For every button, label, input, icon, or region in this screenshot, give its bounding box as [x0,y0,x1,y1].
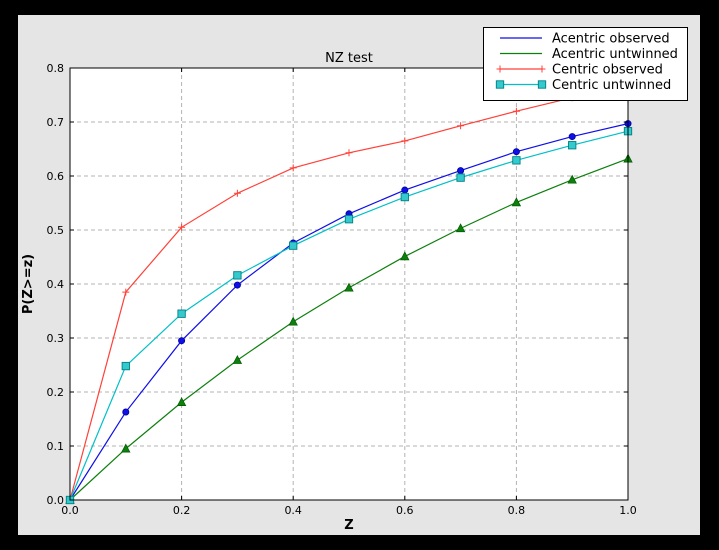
legend: Acentric observed Acentric untwinned Cen… [483,27,688,101]
marker-square [344,215,354,224]
legend-label: Acentric untwinned [552,47,678,62]
marker-circle [512,148,520,156]
marker-plus [512,107,520,115]
marker-square [289,241,298,250]
y-tick-label: 0.5 [47,224,65,237]
x-axis-label: Z [344,518,353,533]
marker-square [495,80,505,89]
legend-box [483,27,688,101]
figure-svg: 0.0 0.2 0.4 0.6 0.8 1.0 0.0 0.1 0.2 0.3 0.4 0.5 0.6 0… [21,27,688,533]
x-tick-label: 1.0 [619,504,637,517]
legend-row-acentric-untwinned: Acentric untwinned [500,47,678,62]
marker-circle [178,337,186,345]
chart-render-layer: 0.0 0.2 0.4 0.6 0.8 1.0 0.0 0.1 0.2 0.3 0.4 0.5 0.6 0… [47,62,637,517]
legend-row-centric-observed: Centric observed [496,63,663,78]
marker-triangle [288,316,298,326]
marker-circle [233,281,241,289]
legend-row-centric-untwinned: Centric untwinned [495,78,671,93]
marker-plus [178,223,186,231]
marker-square [177,309,186,318]
marker-plus [289,164,297,172]
marker-triangle [121,443,131,453]
marker-plus [345,149,353,157]
marker-square [568,141,577,150]
marker-plus [496,65,504,73]
marker-triangle [567,174,577,184]
marker-circle [401,186,409,194]
marker-plus [457,122,465,130]
y-tick-label: 0.4 [47,278,65,291]
y-tick-label: 0.6 [47,170,65,183]
marker-plus [122,288,130,296]
marker-triangle [344,282,354,292]
marker-square [233,271,242,280]
marker-triangle [176,397,187,407]
x-tick-label: 0.8 [508,504,526,517]
y-tick-label: 0.7 [47,116,65,129]
x-tick-label: 0.4 [284,504,302,517]
y-tick-label: 0.3 [47,332,65,345]
legend-label: Acentric observed [552,32,670,47]
legend-label: Centric untwinned [552,78,671,93]
marker-circle [457,167,465,175]
marker-circle [122,408,130,416]
marker-square [537,80,547,89]
marker-triangle [511,197,522,207]
marker-circle [568,133,576,141]
marker-triangle [232,354,243,364]
legend-label: Centric observed [552,63,663,78]
marker-triangle [455,223,466,233]
chart-title: NZ test [325,51,373,66]
marker-square [512,156,521,165]
axes-spines [69,67,629,501]
y-tick-label: 0.0 [47,494,65,507]
marker-plus [538,65,546,73]
marker-square [456,173,465,182]
x-tick-label: 0.6 [396,504,414,517]
marker-square [121,361,130,371]
y-tick-label: 0.1 [47,440,65,453]
x-tick-label: 0.0 [61,504,79,517]
figure-canvas: 0.0 0.2 0.4 0.6 0.8 1.0 0.0 0.1 0.2 0.3 0.4 0.5 0.6 0… [18,15,700,535]
y-tick-label: 0.8 [47,62,65,75]
y-axis-label: P(Z>=z) [21,254,36,314]
marker-plus [401,137,409,145]
y-tick-label: 0.2 [47,386,65,399]
marker-square [400,192,409,202]
marker-triangle [400,251,410,261]
marker-plus [233,189,241,197]
x-tick-label: 0.2 [173,504,191,517]
legend-row-acentric-observed: Acentric observed [500,32,670,47]
